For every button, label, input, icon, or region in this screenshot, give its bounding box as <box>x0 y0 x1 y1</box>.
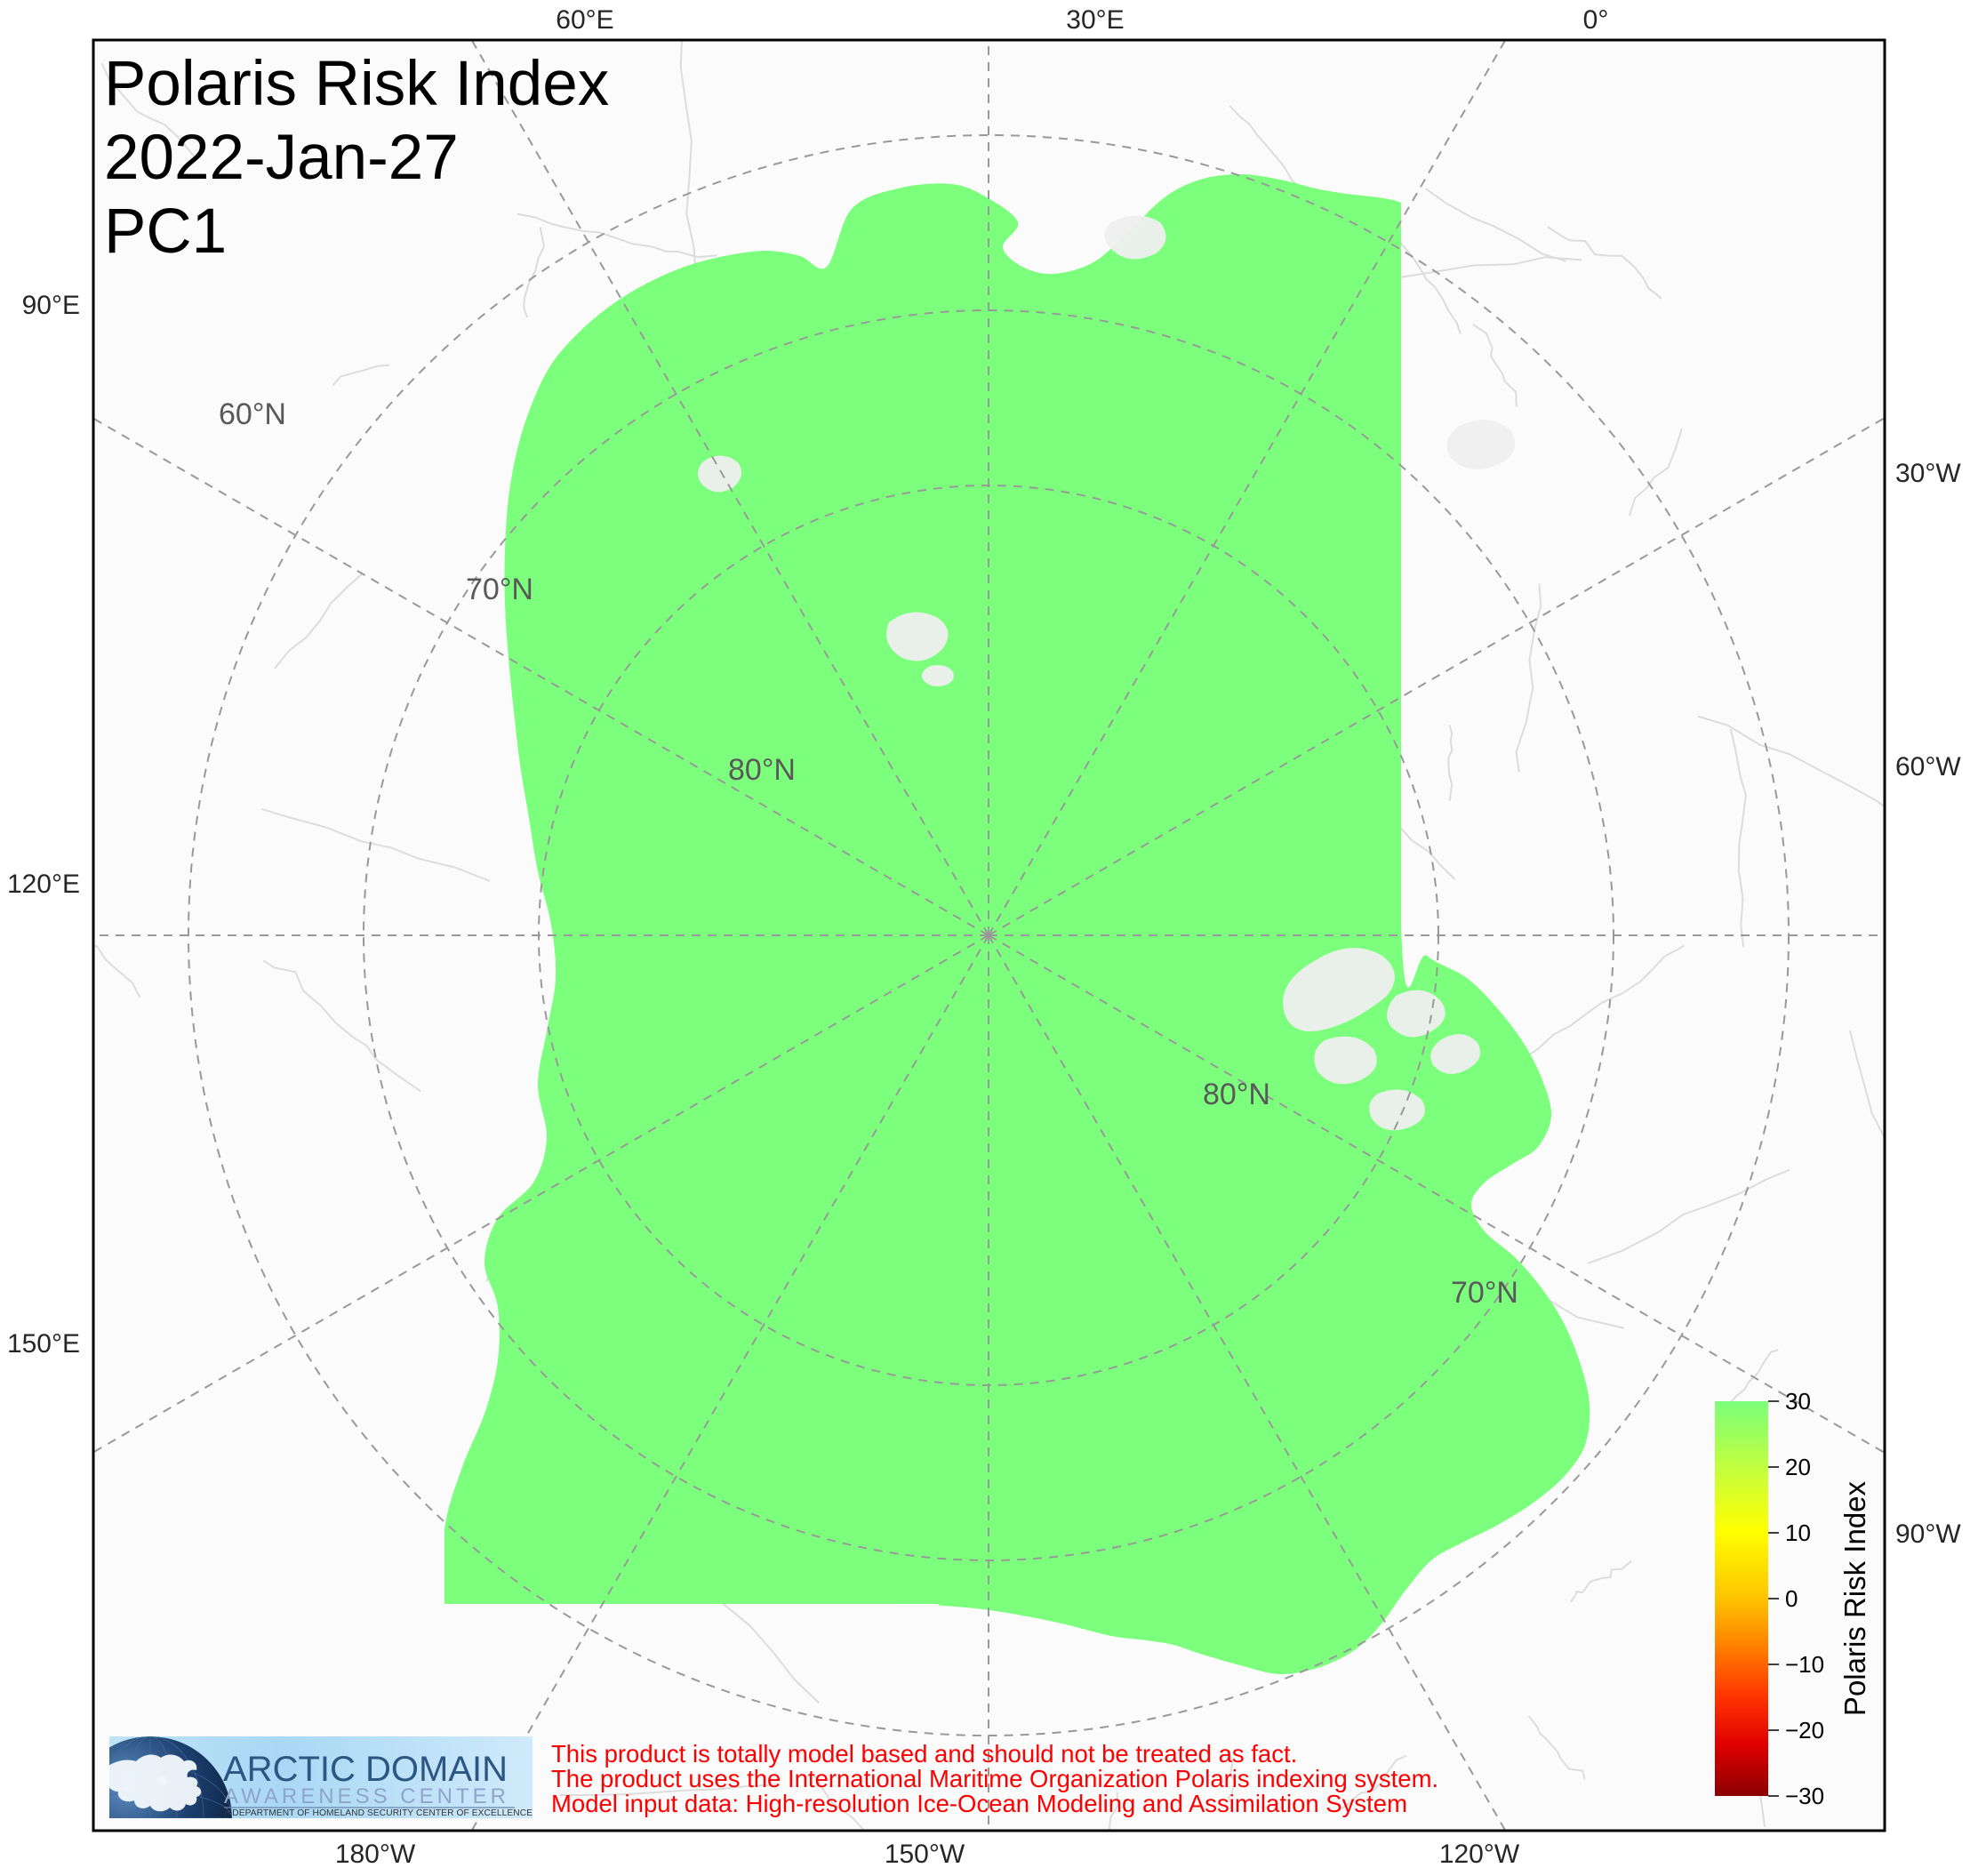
svg-text:30°W: 30°W <box>1895 459 1961 488</box>
svg-text:180°W: 180°W <box>335 1840 416 1869</box>
svg-text:0: 0 <box>1785 1585 1798 1612</box>
svg-text:150°W: 150°W <box>885 1840 965 1869</box>
svg-text:70°N: 70°N <box>1451 1276 1518 1310</box>
svg-text:70°N: 70°N <box>466 573 533 606</box>
svg-text:AWARENESS CENTER: AWARENESS CENTER <box>224 1784 509 1808</box>
svg-text:60°W: 60°W <box>1895 752 1961 782</box>
svg-text:120°E: 120°E <box>7 870 80 899</box>
svg-text:120°W: 120°W <box>1439 1840 1520 1869</box>
svg-text:Polaris Risk Index: Polaris Risk Index <box>1838 1480 1871 1716</box>
svg-text:30: 30 <box>1785 1388 1811 1415</box>
svg-text:90°E: 90°E <box>22 291 80 320</box>
svg-text:2022-Jan-27: 2022-Jan-27 <box>104 123 459 193</box>
svg-text:−30: −30 <box>1785 1783 1824 1809</box>
svg-text:Model input data: High-resolut: Model input data: High-resolution Ice-Oc… <box>551 1790 1407 1817</box>
svg-text:Polaris Risk Index: Polaris Risk Index <box>104 49 609 119</box>
svg-text:20: 20 <box>1785 1454 1811 1480</box>
svg-text:90°W: 90°W <box>1895 1519 1961 1549</box>
svg-text:60°N: 60°N <box>219 397 286 431</box>
svg-text:A DEPARTMENT OF HOMELAND SECUR: A DEPARTMENT OF HOMELAND SECURITY CENTER… <box>224 1808 533 1818</box>
svg-text:150°E: 150°E <box>7 1329 80 1359</box>
svg-text:−10: −10 <box>1785 1651 1824 1678</box>
svg-text:30°E: 30°E <box>1066 5 1124 35</box>
svg-text:60°E: 60°E <box>556 5 613 35</box>
svg-text:10: 10 <box>1785 1519 1811 1546</box>
svg-text:0°: 0° <box>1583 5 1609 35</box>
svg-text:ARCTIC DOMAIN: ARCTIC DOMAIN <box>223 1750 508 1789</box>
svg-text:80°N: 80°N <box>728 753 796 787</box>
svg-text:80°N: 80°N <box>1203 1078 1270 1111</box>
svg-text:The product uses the Internati: The product uses the International Marit… <box>551 1765 1438 1792</box>
svg-text:PC1: PC1 <box>104 196 227 267</box>
svg-text:This product is totally model: This product is totally model based and … <box>551 1740 1297 1768</box>
svg-text:−20: −20 <box>1785 1717 1824 1744</box>
